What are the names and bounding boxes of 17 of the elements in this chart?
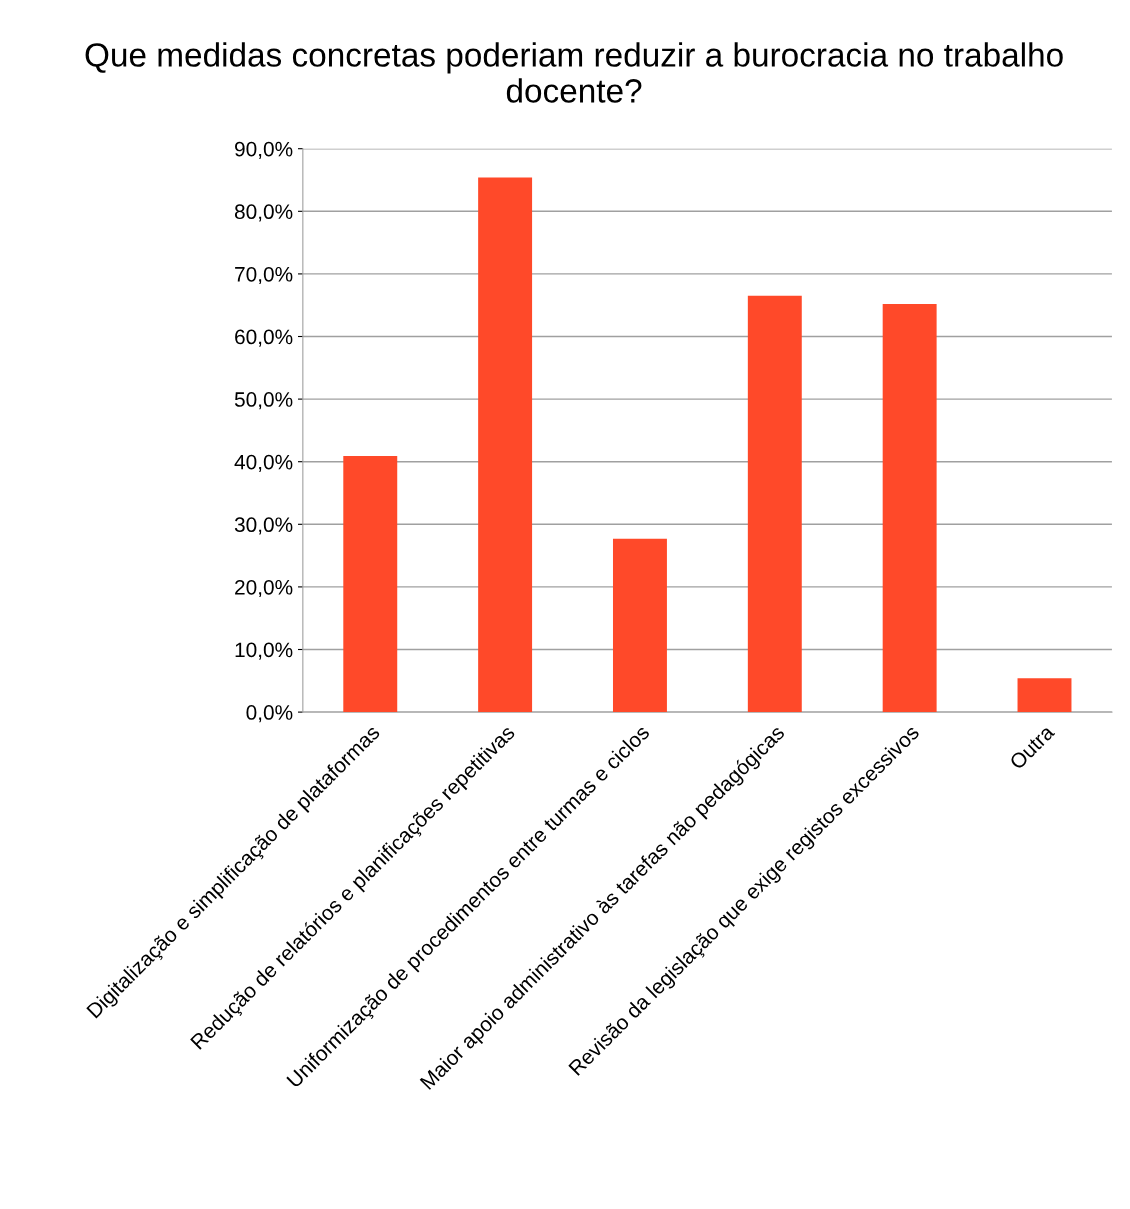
y-tick-label: 30,0% (234, 517, 293, 535)
y-tick-label: 10,0% (235, 642, 293, 660)
bar (343, 456, 398, 713)
bar (747, 295, 802, 713)
bar (612, 538, 667, 713)
y-tick-label: 20,0% (235, 579, 293, 598)
bar (882, 303, 937, 713)
y-tick-label: 80,0% (234, 204, 293, 222)
y-tick-label: 60,0% (235, 329, 293, 347)
y-tick-label: 90,0% (235, 141, 293, 159)
y-tick-label: 50,0% (234, 392, 293, 410)
y-tick-label: 70,0% (235, 266, 293, 285)
bar (478, 177, 533, 713)
y-tick-label: 0,0% (246, 705, 293, 723)
bar (1017, 678, 1072, 713)
y-tick-label: 40,0% (234, 454, 293, 472)
chart-title: Que medidas concretas poderiam reduzir a burocracia no trabalho docente? (85, 42, 1063, 103)
